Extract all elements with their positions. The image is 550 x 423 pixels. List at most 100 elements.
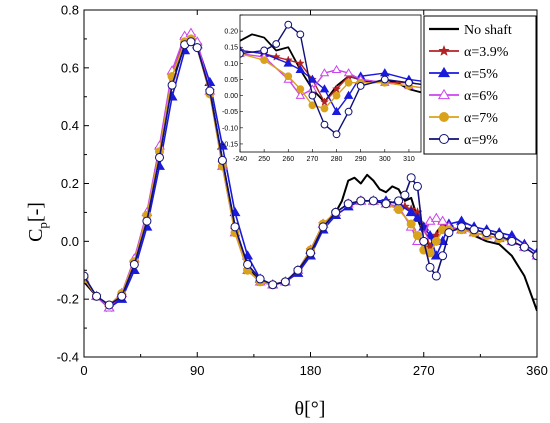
inset-point — [319, 84, 330, 93]
main-point — [142, 216, 152, 226]
inset-point — [320, 104, 329, 113]
inset-series-9 — [212, 20, 421, 139]
inset-point — [212, 47, 219, 54]
main-point — [438, 251, 448, 261]
x-tick-label: 360 — [526, 363, 548, 378]
main-point — [368, 196, 378, 206]
inset-y-tick-label: 0.00 — [224, 93, 238, 100]
main-point — [84, 271, 89, 281]
inset-x-tick-label: 250 — [258, 156, 270, 163]
inset-point — [212, 47, 220, 54]
main-point — [167, 80, 177, 90]
main-point — [255, 274, 265, 284]
main-point — [293, 265, 303, 275]
inset-point — [319, 97, 330, 106]
inset-point — [380, 75, 389, 84]
inset-point — [405, 78, 413, 87]
inset-y-tick-label: 0.20 — [224, 29, 238, 36]
main-point — [431, 271, 441, 281]
inset-point — [344, 107, 353, 116]
main-series-9 — [84, 37, 537, 310]
legend-label: α=3.9% — [464, 45, 509, 60]
main-point — [343, 199, 353, 209]
main-point — [280, 277, 290, 287]
inset-point — [296, 85, 305, 94]
legend-label: α=5% — [464, 67, 498, 82]
main-point — [412, 181, 422, 191]
x-axis-label: θ[°] — [295, 398, 326, 420]
inset-point — [307, 74, 318, 83]
main-point — [331, 207, 341, 217]
inset-point — [356, 82, 365, 90]
legend-label: No shaft — [464, 23, 512, 38]
y-tick-label: 0.4 — [61, 118, 79, 133]
inset-point — [260, 46, 269, 55]
main-point — [381, 199, 391, 209]
inset-point — [332, 130, 341, 139]
legend-entry-4: α=7% — [429, 111, 498, 126]
legend-label: α=9% — [464, 133, 498, 148]
inset-point — [295, 90, 306, 99]
legend-entry-1: α=3.9% — [429, 44, 509, 60]
y-axis-label-tail: [-] — [25, 202, 47, 222]
inset-point — [320, 120, 329, 129]
main-point — [437, 215, 449, 225]
inset-point — [284, 20, 293, 29]
inset-x-tick-label: 260 — [282, 156, 294, 163]
inset-point — [319, 68, 330, 77]
y-tick-label: -0.2 — [57, 292, 79, 307]
legend-entry-5: α=9% — [429, 133, 498, 148]
inset-y-tick-label: 0.15 — [224, 45, 238, 52]
legend: No shaft α=3.9% α=5% α=6% α=7% α=9% — [423, 15, 537, 155]
main-point — [444, 228, 454, 238]
main-plot-area — [84, 27, 537, 313]
x-tick-label: 180 — [300, 363, 322, 378]
main-point — [268, 280, 278, 290]
main-point — [430, 212, 442, 222]
inset-y-tick-label: 0.10 — [224, 61, 238, 68]
main-point — [155, 152, 164, 162]
main-point — [192, 43, 202, 53]
legend-swatch-marker — [437, 66, 451, 78]
main-point — [482, 228, 492, 238]
main-point — [406, 219, 416, 229]
y-tick-label: 0.6 — [61, 60, 79, 75]
y-tick-label: -0.4 — [57, 350, 79, 365]
legend-label: α=7% — [464, 111, 498, 126]
inset-x-tick-label: 310 — [403, 156, 415, 163]
legend-swatch-marker — [439, 134, 449, 144]
x-tick-label: 0 — [80, 363, 87, 378]
inset-y-tick-label: -0.05 — [222, 109, 238, 116]
main-point — [405, 206, 417, 217]
legend-entry-3: α=6% — [429, 88, 498, 104]
inset-point — [308, 91, 317, 100]
main-point — [243, 259, 253, 269]
inset-x-tick-label: 290 — [355, 156, 367, 163]
main-point — [230, 222, 240, 232]
y-tick-label: 0.8 — [61, 3, 79, 18]
inset-point — [295, 64, 306, 74]
legend-label: α=6% — [464, 89, 498, 104]
main-point — [469, 225, 479, 235]
legend-entry-0: No shaft — [429, 23, 512, 38]
y-axis-label-main: C — [25, 229, 47, 242]
inset-point — [343, 68, 354, 77]
main-point — [356, 196, 366, 206]
inset-point — [212, 47, 220, 54]
inset-point — [272, 40, 281, 48]
main-axes: 0 90 180 270 360 -0.4 -0.2 0.0 0.2 0.4 0.6 0.8 — [57, 3, 548, 379]
inset-point — [296, 30, 305, 39]
main-point — [217, 155, 227, 165]
inset-point — [260, 56, 269, 65]
main-point — [412, 231, 422, 241]
main-point — [419, 236, 429, 246]
main-point — [494, 231, 504, 241]
main-point — [117, 291, 127, 301]
inset-plot: -240 250 260 270 280 290 300 310 -0.15 -0.10 -0.05… — [212, 14, 422, 163]
inset-point — [332, 91, 341, 100]
inset-x-tick-label: 300 — [379, 156, 391, 163]
main-point — [507, 236, 517, 246]
legend-box — [423, 15, 537, 155]
y-axis-label: Cp[-] — [25, 202, 50, 242]
main-point — [406, 173, 416, 183]
